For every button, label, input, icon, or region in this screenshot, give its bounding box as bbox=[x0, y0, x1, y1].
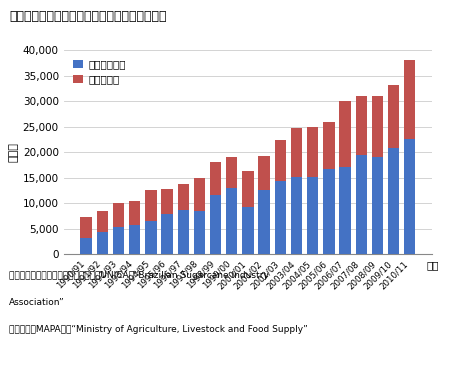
Bar bbox=[177, 210, 189, 254]
Bar bbox=[339, 167, 351, 254]
Bar bbox=[258, 156, 270, 190]
Bar bbox=[129, 201, 140, 225]
Bar bbox=[372, 96, 383, 157]
Bar bbox=[307, 177, 318, 254]
Bar bbox=[388, 85, 399, 148]
Text: 図２　サンパウロ州における砂糖生産量の推移: 図２ サンパウロ州における砂糖生産量の推移 bbox=[9, 10, 167, 23]
Text: 出典：ブラジルさとうきび産業協会（UNICA）“Brazilian Sugarcane Industry: 出典：ブラジルさとうきび産業協会（UNICA）“Brazilian Sugarc… bbox=[9, 271, 269, 280]
Bar bbox=[194, 211, 205, 254]
Bar bbox=[339, 101, 351, 167]
Bar bbox=[226, 157, 238, 188]
Legend: サンパウロ州, その他の州: サンパウロ州, その他の州 bbox=[69, 55, 131, 89]
Bar bbox=[275, 141, 286, 181]
Text: Association”: Association” bbox=[9, 298, 65, 307]
Bar bbox=[177, 184, 189, 210]
Bar bbox=[323, 169, 334, 254]
Bar bbox=[113, 203, 124, 226]
Bar bbox=[96, 211, 108, 232]
Bar bbox=[81, 218, 92, 238]
Bar bbox=[323, 122, 334, 169]
Bar bbox=[113, 226, 124, 254]
Bar bbox=[258, 190, 270, 254]
Bar bbox=[96, 232, 108, 254]
Text: 年度: 年度 bbox=[427, 260, 439, 270]
Bar bbox=[81, 238, 92, 254]
Bar bbox=[372, 157, 383, 254]
Bar bbox=[307, 127, 318, 177]
Bar bbox=[162, 189, 173, 214]
Bar bbox=[162, 214, 173, 254]
Text: 農務省（MAPA）　“Ministry of Agriculture, Livestock and Food Supply”: 農務省（MAPA） “Ministry of Agriculture, Live… bbox=[9, 325, 308, 334]
Bar bbox=[291, 127, 302, 177]
Bar bbox=[356, 155, 367, 254]
Bar bbox=[388, 148, 399, 254]
Bar bbox=[145, 190, 157, 221]
Bar bbox=[243, 207, 253, 254]
Bar bbox=[356, 96, 367, 155]
Bar bbox=[210, 162, 221, 196]
Bar bbox=[194, 177, 205, 211]
Bar bbox=[243, 171, 253, 207]
Bar bbox=[226, 188, 238, 254]
Bar bbox=[404, 60, 415, 139]
Bar bbox=[291, 177, 302, 254]
Bar bbox=[145, 221, 157, 254]
Bar bbox=[404, 139, 415, 254]
Bar bbox=[275, 181, 286, 254]
Bar bbox=[210, 196, 221, 254]
Y-axis label: 千トン: 千トン bbox=[9, 142, 19, 162]
Bar bbox=[129, 225, 140, 254]
